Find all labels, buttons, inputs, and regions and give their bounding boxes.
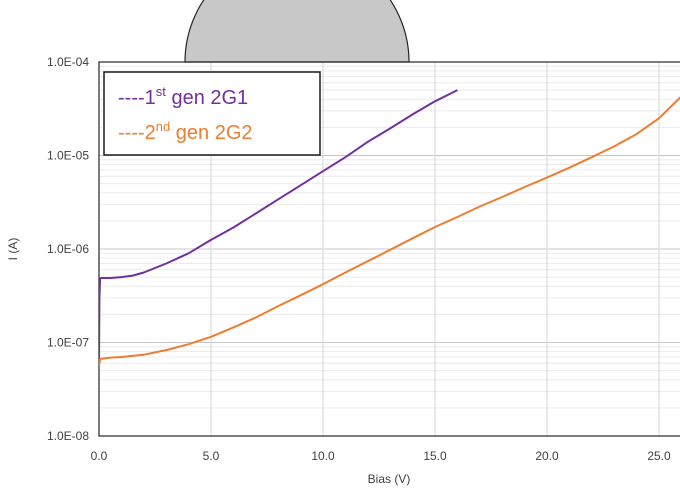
y-tick-label: 1.0E-08 (47, 429, 89, 443)
x-tick-labels: 0.0 5.0 10.0 15.0 20.0 25.0 (91, 449, 671, 463)
decorative-dome-shape (184, 0, 410, 63)
x-tick-label: 5.0 (203, 449, 220, 463)
series-layer (99, 89, 680, 367)
legend: ----1st gen 2G1 ----2nd gen 2G2 (103, 71, 321, 156)
y-tick-label: 1.0E-07 (47, 336, 89, 350)
legend-entry-series-2: ----2nd gen 2G2 (118, 119, 253, 144)
y-tick-label: 1.0E-04 (47, 55, 89, 69)
y-tick-label: 1.0E-05 (47, 149, 89, 163)
legend-box (103, 71, 321, 156)
x-axis-title: Bias (V) (368, 472, 411, 486)
legend-entry-series-1: ----1st gen 2G1 (118, 84, 248, 109)
y-tick-labels: 1.0E-08 1.0E-07 1.0E-06 1.0E-05 1.0E-04 (47, 55, 89, 443)
legend-sup-series-1: st (156, 84, 167, 99)
series-line-2 (99, 96, 680, 367)
y-axis-title: I (A) (6, 238, 20, 261)
x-tick-label: 25.0 (647, 449, 671, 463)
series-line-1 (99, 89, 458, 364)
plot-frame (98, 61, 680, 437)
x-tick-label: 15.0 (423, 449, 447, 463)
legend-sup-series-2: nd (156, 119, 170, 134)
x-tick-label: 10.0 (311, 449, 335, 463)
x-tick-label: 20.0 (535, 449, 559, 463)
x-tick-label: 0.0 (91, 449, 108, 463)
y-tick-label: 1.0E-06 (47, 242, 89, 256)
